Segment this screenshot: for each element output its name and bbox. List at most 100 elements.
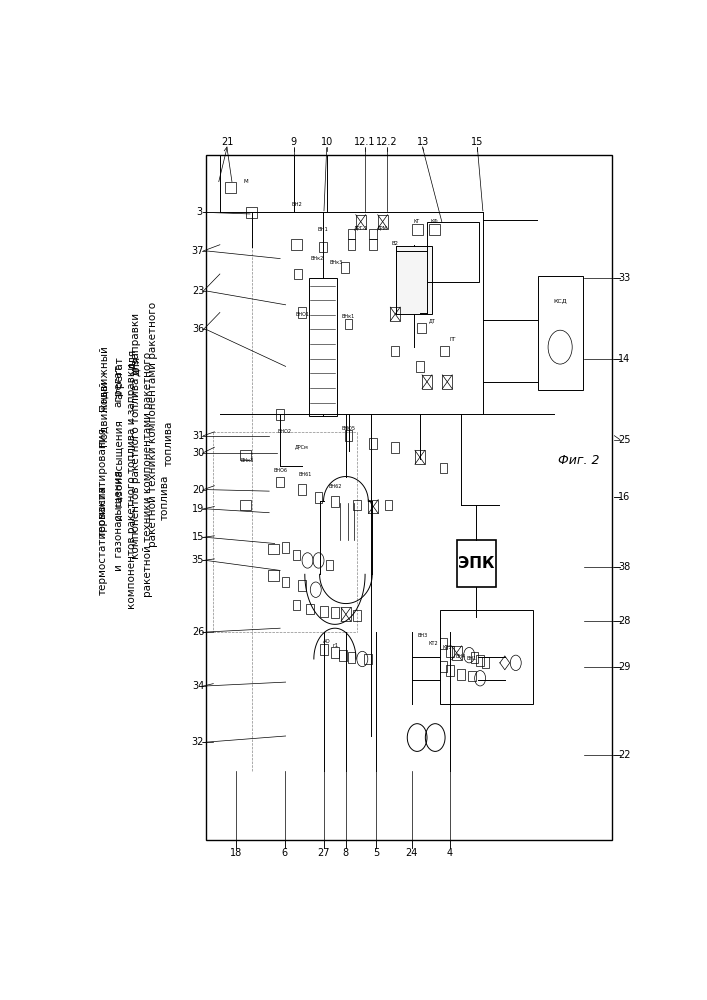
Text: В2: В2 (392, 241, 399, 246)
Text: КГ: КГ (414, 219, 421, 224)
Bar (397, 246, 432, 314)
Bar (345, 430, 353, 441)
Text: ДРСм: ДРСм (296, 444, 309, 449)
Text: 32: 32 (192, 737, 204, 747)
Bar (246, 207, 257, 218)
Bar (452, 646, 462, 660)
Text: для: для (131, 356, 141, 376)
Text: 12.1: 12.1 (354, 137, 376, 147)
Bar (226, 182, 236, 193)
Bar (422, 375, 432, 389)
Text: ВНк2: ВНк2 (311, 256, 324, 261)
Text: 10: 10 (320, 137, 333, 147)
Text: ПГ: ПГ (450, 337, 456, 342)
Text: М: М (243, 179, 248, 184)
Bar (440, 463, 448, 473)
Text: и  газонасыщения: и газонасыщения (114, 470, 124, 571)
Text: ДТ: ДТ (428, 318, 436, 323)
Text: 37: 37 (192, 246, 204, 256)
Bar (370, 229, 377, 239)
Text: ВН1: ВН1 (467, 656, 477, 662)
Text: Подвижный: Подвижный (98, 380, 108, 446)
Bar (268, 543, 279, 554)
Text: ДРГ-1: ДРГ-1 (354, 225, 368, 230)
Bar (291, 239, 302, 250)
Text: 25: 25 (618, 435, 631, 445)
Bar (370, 438, 377, 449)
Text: компонентов ракетного топлива и заправки: компонентов ракетного топлива и заправки (127, 363, 136, 609)
Text: 9: 9 (291, 137, 297, 147)
Text: ракетной техники компонентами ракетного: ракетной техники компонентами ракетного (148, 302, 158, 547)
Bar (306, 604, 314, 614)
Bar (293, 550, 300, 560)
Bar (298, 484, 306, 495)
Text: 31: 31 (192, 431, 204, 441)
Text: термостатирования: термостатирования (98, 485, 108, 595)
Text: 5: 5 (373, 848, 379, 858)
Bar (471, 652, 479, 663)
Bar (309, 278, 337, 416)
Bar (390, 307, 400, 321)
Text: 13: 13 (416, 137, 428, 147)
Text: 28: 28 (618, 615, 631, 626)
Bar (348, 239, 355, 250)
Text: агрегат: агрегат (114, 364, 124, 407)
Bar (294, 269, 302, 279)
Text: 6: 6 (281, 848, 288, 858)
Text: термостатирования: термостатирования (98, 427, 108, 537)
Text: 22: 22 (618, 750, 631, 760)
Bar (348, 229, 355, 239)
Text: 18: 18 (230, 848, 243, 858)
Text: 33: 33 (618, 273, 631, 283)
Text: 26: 26 (192, 627, 204, 637)
Text: 4: 4 (447, 848, 453, 858)
Bar (415, 450, 425, 464)
Text: 36: 36 (192, 324, 204, 334)
Bar (276, 409, 284, 420)
Text: ВНО6: ВНО6 (273, 468, 287, 473)
Text: компонентов ракетного топлива и заправки: компонентов ракетного топлива и заправки (131, 313, 141, 559)
Bar (364, 654, 372, 664)
Text: 23: 23 (192, 286, 204, 296)
Bar (368, 500, 378, 513)
Bar (298, 580, 306, 591)
Text: 24: 24 (405, 848, 418, 858)
Bar (331, 647, 339, 658)
Text: 15: 15 (471, 137, 484, 147)
Text: ВН62: ВН62 (328, 484, 341, 489)
Bar (320, 606, 328, 617)
Text: 14: 14 (618, 354, 631, 364)
Text: ВНО5: ВНО5 (341, 426, 356, 430)
Bar (282, 577, 289, 587)
Text: 38: 38 (618, 562, 631, 572)
Bar (411, 224, 423, 235)
Text: КТ2: КТ2 (428, 641, 438, 646)
Bar (331, 496, 339, 507)
Bar (282, 542, 289, 553)
Text: ДРМ: ДРМ (377, 225, 388, 230)
Text: Фиг. 2: Фиг. 2 (558, 454, 600, 467)
Text: 15: 15 (192, 532, 204, 542)
Text: г1: г1 (333, 643, 339, 648)
Text: ВН61: ВН61 (298, 472, 312, 477)
Bar (440, 610, 533, 704)
Bar (326, 560, 333, 570)
Bar (341, 262, 349, 273)
Text: 3: 3 (196, 207, 202, 217)
Bar (348, 652, 355, 663)
Bar (345, 319, 353, 329)
Bar (293, 600, 300, 610)
Text: 29: 29 (618, 662, 631, 672)
Bar (370, 239, 377, 250)
Text: ракетной техники компонентами ракетного: ракетной техники компонентами ракетного (144, 352, 153, 597)
Text: ВНк3: ВНк3 (330, 260, 343, 265)
Bar (331, 607, 339, 618)
Text: КФ: КФ (431, 219, 438, 224)
Bar (538, 276, 583, 389)
Bar (339, 650, 347, 661)
Bar (443, 375, 452, 389)
Bar (378, 215, 387, 229)
Bar (440, 638, 448, 649)
Bar (385, 500, 392, 510)
Text: Подвижный: Подвижный (98, 345, 108, 411)
